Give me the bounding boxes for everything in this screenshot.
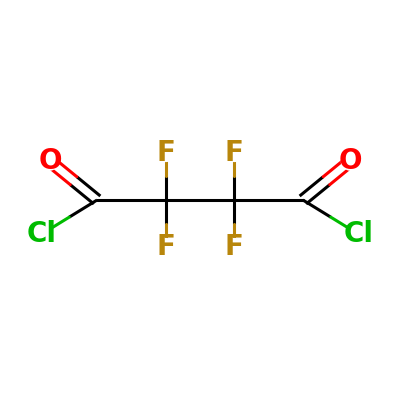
Text: Cl: Cl (26, 220, 56, 248)
Circle shape (347, 222, 371, 246)
Text: F: F (225, 139, 244, 167)
Circle shape (29, 222, 53, 246)
Circle shape (157, 238, 174, 256)
Text: Cl: Cl (344, 220, 374, 248)
Text: F: F (156, 139, 175, 167)
Circle shape (226, 144, 243, 162)
Text: F: F (156, 233, 175, 261)
Text: O: O (38, 148, 62, 176)
Circle shape (226, 238, 243, 256)
Circle shape (342, 153, 359, 170)
Circle shape (41, 153, 58, 170)
Text: O: O (338, 148, 362, 176)
Text: F: F (225, 233, 244, 261)
Circle shape (157, 144, 174, 162)
